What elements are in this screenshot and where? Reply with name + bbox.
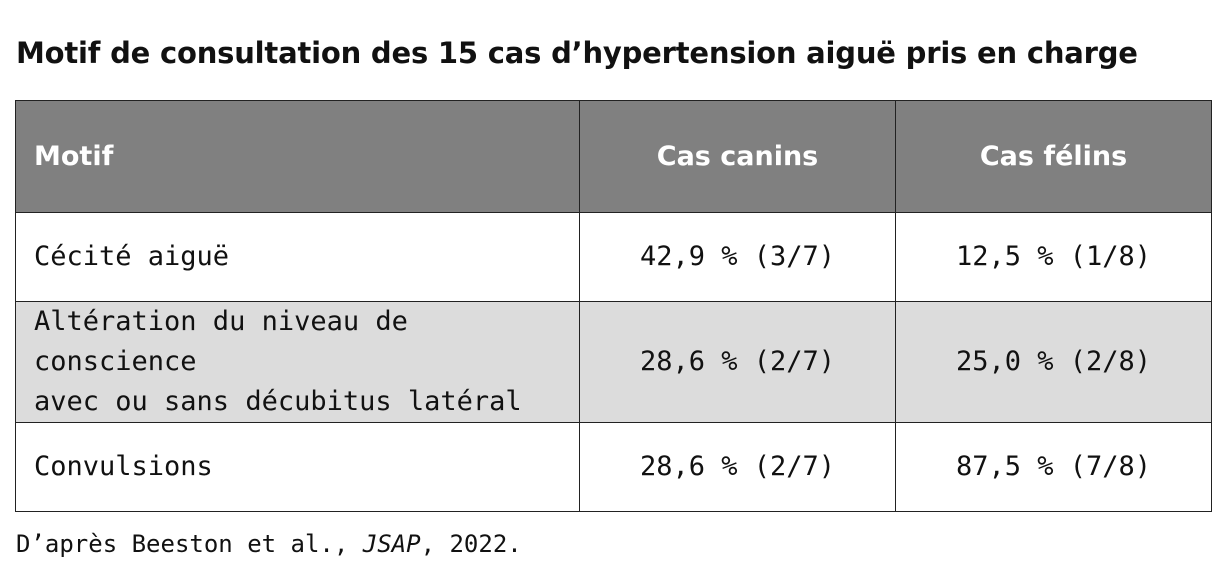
cell-felins: 12,5 % (1/8)	[895, 212, 1212, 302]
source-journal: JSAP	[362, 530, 421, 558]
table-row: Convulsions 28,6 % (2/7) 87,5 % (7/8)	[15, 422, 1212, 512]
cell-felins: 25,0 % (2/8)	[895, 301, 1212, 423]
column-header-felins: Cas félins	[895, 100, 1212, 213]
cell-canins: 42,9 % (3/7)	[579, 212, 896, 302]
table-header-row: Motif Cas canins Cas félins	[15, 100, 1212, 213]
page-title: Motif de consultation des 15 cas d’hyper…	[16, 36, 1138, 70]
source-note: D’après Beeston et al., JSAP, 2022.	[16, 530, 522, 558]
consultation-table: Motif Cas canins Cas félins Cécité aiguë…	[15, 100, 1212, 512]
source-prefix: D’après Beeston et al.,	[16, 530, 363, 558]
cell-motif: Cécité aiguë	[15, 212, 580, 302]
column-header-canins: Cas canins	[579, 100, 896, 213]
cell-felins: 87,5 % (7/8)	[895, 422, 1212, 512]
table-row: Cécité aiguë 42,9 % (3/7) 12,5 % (1/8)	[15, 212, 1212, 302]
source-suffix: , 2022.	[420, 530, 522, 558]
cell-canins: 28,6 % (2/7)	[579, 422, 896, 512]
cell-canins: 28,6 % (2/7)	[579, 301, 896, 423]
column-header-motif: Motif	[15, 100, 580, 213]
cell-motif: Convulsions	[15, 422, 580, 512]
table-row: Altération du niveau de conscience avec …	[15, 301, 1212, 423]
cell-motif-line-1: Altération du niveau de conscience	[34, 306, 408, 377]
cell-motif: Altération du niveau de conscience avec …	[15, 301, 580, 423]
cell-motif-line-2: avec ou sans décubitus latéral	[34, 386, 522, 417]
